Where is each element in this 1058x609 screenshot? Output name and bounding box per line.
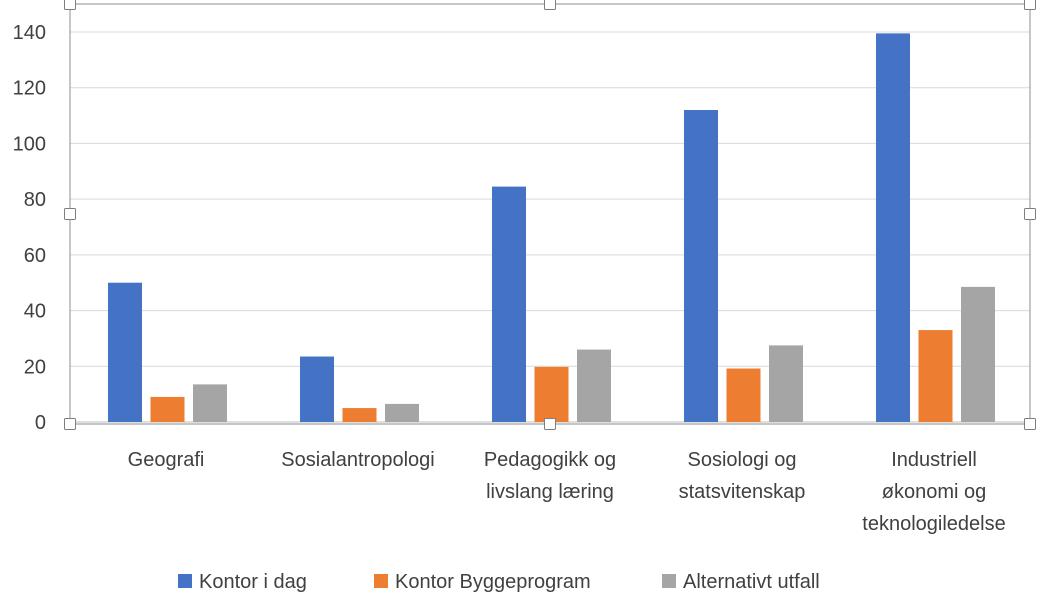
bar xyxy=(961,286,995,422)
resize-handle[interactable] xyxy=(544,0,556,10)
bar xyxy=(385,403,419,422)
y-tick-label: 120 xyxy=(13,78,46,100)
bar xyxy=(918,330,953,422)
x-category-label: statsvitenskap xyxy=(679,481,806,503)
gridlines xyxy=(70,31,1030,423)
legend-label: Kontor Byggeprogram xyxy=(395,571,591,593)
bar xyxy=(769,345,803,422)
y-axis-ticks: 0 20 40 60 80 100 120 140 xyxy=(13,22,46,434)
legend: Kontor i dag Kontor Byggeprogram Alternati… xyxy=(178,571,820,593)
legend-swatch xyxy=(662,574,676,588)
resize-handle[interactable] xyxy=(1024,208,1036,220)
selection-frame[interactable] xyxy=(64,0,1036,430)
x-category-label: økonomi og xyxy=(882,481,987,503)
y-tick-label: 40 xyxy=(24,301,46,323)
bar xyxy=(193,384,227,422)
resize-handle[interactable] xyxy=(64,418,76,430)
y-tick-label: 0 xyxy=(35,412,46,434)
bar xyxy=(300,356,334,422)
x-category-label: livslang læring xyxy=(486,481,614,503)
x-category-label: Industriell xyxy=(891,449,977,471)
x-category-label: Sosiologi og xyxy=(688,449,797,471)
bar xyxy=(726,368,761,422)
resize-handle[interactable] xyxy=(1024,0,1036,10)
y-tick-label: 100 xyxy=(13,133,46,155)
bar xyxy=(577,349,611,422)
resize-handle[interactable] xyxy=(1024,418,1036,430)
y-tick-label: 60 xyxy=(24,245,46,267)
x-category-label: Geografi xyxy=(128,449,205,471)
legend-swatch xyxy=(178,574,192,588)
x-axis-labels: Geografi Sosialantropologi Pedagogikk og li… xyxy=(128,449,1006,535)
resize-handle[interactable] xyxy=(64,0,76,10)
bar xyxy=(108,282,142,422)
resize-handle[interactable] xyxy=(544,418,556,430)
x-category-label: Sosialantropologi xyxy=(281,449,434,471)
bar xyxy=(492,186,526,422)
legend-label: Alternativt utfall xyxy=(683,571,820,593)
resize-handle[interactable] xyxy=(64,208,76,220)
legend-label: Kontor i dag xyxy=(199,571,307,593)
x-category-label: Pedagogikk og xyxy=(484,449,616,471)
bar xyxy=(534,366,569,422)
x-category-label: teknologiledelse xyxy=(862,513,1005,535)
y-tick-label: 140 xyxy=(13,22,46,44)
bar xyxy=(150,396,185,422)
bar xyxy=(684,110,718,422)
y-tick-label: 80 xyxy=(24,189,46,211)
bar xyxy=(342,408,377,422)
y-tick-label: 20 xyxy=(24,356,46,378)
bar xyxy=(876,33,910,423)
legend-swatch xyxy=(374,574,388,588)
bars xyxy=(108,33,995,423)
